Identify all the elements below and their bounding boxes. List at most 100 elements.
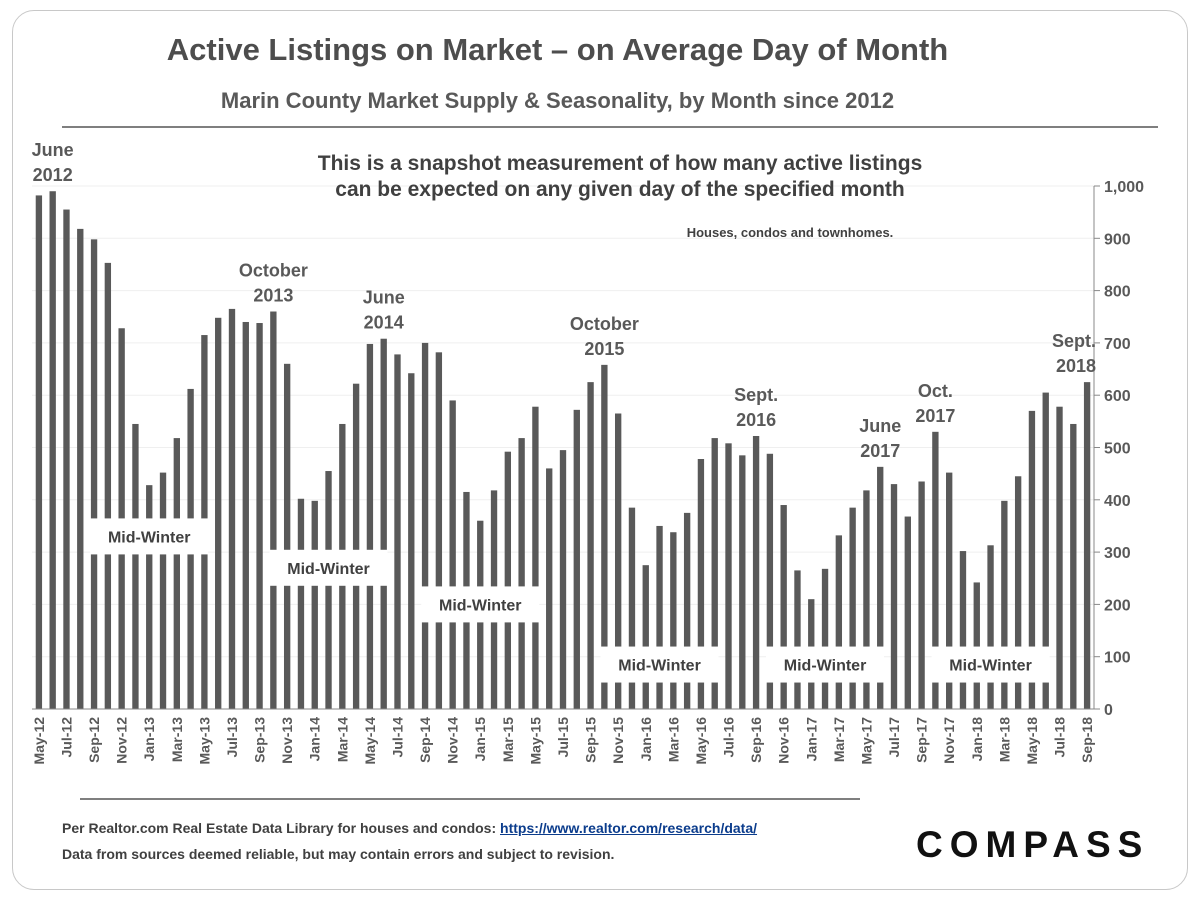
bar [173,438,180,709]
peak-annotation: June [363,288,405,308]
x-tick-label: Sep-18 [1079,717,1095,763]
bar [1028,410,1036,709]
bar [877,466,884,709]
bar [435,352,443,709]
peak-annotation: 2014 [364,313,404,333]
bar [449,400,456,709]
note-line: This is a snapshot measurement of how ma… [318,152,923,175]
bar [628,507,636,709]
season-label: Mid-Winter [108,529,191,546]
bar [1001,500,1008,709]
y-tick-label: 1,000 [1104,179,1144,196]
x-tick-label: Jan-16 [638,717,654,762]
y-tick-label: 600 [1104,388,1131,405]
bar [821,568,829,709]
peak-annotation: June [32,140,74,160]
bar [904,516,911,709]
bar [532,406,539,709]
y-tick-label: 0 [1104,702,1113,719]
footer-source-text: Per Realtor.com Real Estate Data Library… [62,820,497,836]
x-tick-label: Jan-18 [969,717,985,762]
bar [614,413,622,709]
x-tick-label: Sep-16 [748,717,764,763]
bar [408,373,415,709]
bar [504,451,512,709]
x-tick-label: May-17 [858,717,874,765]
note-line: can be expected on any given day of the … [335,178,904,201]
bar [752,435,760,709]
x-tick-label: Mar-17 [831,717,847,762]
season-label-box [931,646,1050,683]
bar [90,239,98,709]
x-tick-label: Jan-17 [803,717,819,762]
bar [270,311,277,709]
bar [352,383,360,709]
bar [242,321,249,709]
bar [863,490,870,709]
y-tick-label: 300 [1104,545,1131,562]
x-tick-label: May-14 [362,717,378,765]
bar [132,423,139,709]
season-label-box [421,586,540,623]
bar [739,455,746,709]
bar [63,209,70,709]
peak-annotation: June [859,416,901,436]
x-tick-label: May-15 [527,717,543,765]
x-tick-label: Nov-12 [114,717,130,764]
bar [104,262,112,709]
peak-annotation: 2015 [584,339,624,359]
bar [146,485,153,709]
bar [946,472,953,709]
compass-logo: COMPASS [916,824,1150,865]
x-tick-label: Nov-17 [941,717,957,764]
bar [380,338,387,709]
y-tick-label: 900 [1104,231,1131,248]
x-tick-label: Jul-15 [555,717,571,758]
footer-divider [80,798,860,800]
bar [670,532,677,709]
bar [780,505,787,709]
x-tick-label: Nov-15 [610,717,626,764]
bar [725,443,732,709]
bar [1083,382,1091,709]
bar [77,228,84,710]
bar [890,484,898,709]
bar [573,409,580,709]
bar [159,472,167,709]
x-tick-label: Mar-15 [500,717,516,762]
chart-subtitle: Marin County Market Supply & Seasonality… [220,88,895,113]
season-label: Mid-Winter [784,658,867,675]
season-label: Mid-Winter [439,597,522,614]
bar [546,468,553,709]
peak-annotation: 2018 [1056,356,1096,376]
season-label-box [766,646,885,683]
peak-annotation: 2017 [860,441,900,461]
y-tick-label: 800 [1104,284,1131,301]
bar [49,191,56,710]
x-tick-label: Jul-12 [58,717,74,758]
bar [311,500,318,709]
bar [559,450,567,709]
y-tick-label: 200 [1104,597,1131,614]
x-tick-label: Nov-16 [776,717,792,764]
bar [642,565,649,709]
x-tick-label: May-13 [196,717,212,765]
bar [987,545,994,709]
season-label-box [600,646,719,683]
source-link[interactable]: https://www.realtor.com/research/data/ [500,820,758,836]
season-label: Mid-Winter [949,658,1032,675]
bar [683,512,691,709]
bar [283,363,291,709]
bar [394,354,401,709]
peak-annotation: 2017 [915,406,955,426]
bar [325,471,332,709]
peak-annotation: Sept. [1052,331,1096,351]
x-tick-label: Sep-14 [417,717,433,763]
x-tick-label: Nov-14 [445,717,461,764]
bar [366,343,374,709]
bar [518,438,525,709]
x-tick-label: Sep-12 [86,717,102,763]
scope-note: Houses, condos and townhomes. [687,225,894,240]
season-label-box [269,549,388,586]
bar [1056,406,1063,709]
